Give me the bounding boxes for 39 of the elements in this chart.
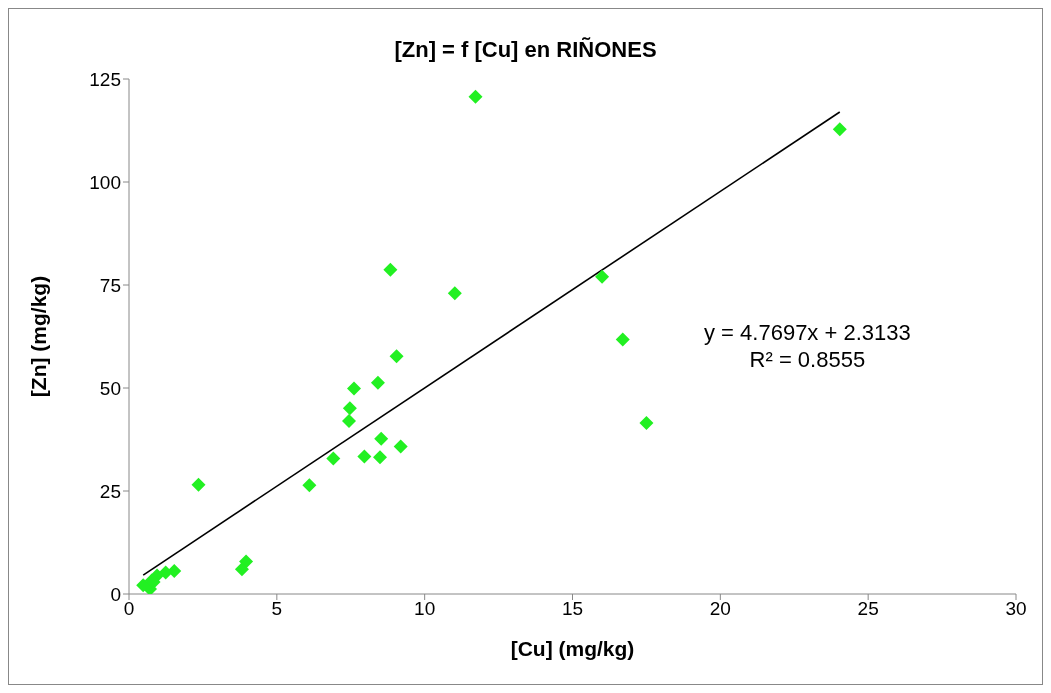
x-tick-label: 20 xyxy=(709,598,731,620)
point xyxy=(373,450,388,465)
point xyxy=(389,349,404,364)
point xyxy=(191,477,206,492)
x-tick-label: 10 xyxy=(414,598,436,620)
x-tick-label: 5 xyxy=(271,598,283,620)
point xyxy=(468,89,483,104)
point xyxy=(374,431,389,446)
point xyxy=(302,478,317,493)
annotation: R² = 0.8555 xyxy=(748,346,867,373)
point xyxy=(342,401,357,416)
point xyxy=(370,375,385,390)
point xyxy=(595,269,610,284)
y-axis-title: [Zn] (mg/kg) xyxy=(27,275,51,398)
y-tick-label: 25 xyxy=(99,480,121,502)
point xyxy=(347,381,361,396)
y-tick-label: 100 xyxy=(89,171,121,193)
point xyxy=(341,413,356,428)
y-tick-label: 0 xyxy=(110,583,121,605)
point xyxy=(639,416,654,431)
point xyxy=(615,332,630,347)
x-tick-label: 15 xyxy=(561,598,584,620)
point xyxy=(393,439,408,454)
point xyxy=(239,554,254,569)
point xyxy=(357,449,372,464)
x-tick-label: 0 xyxy=(123,598,135,620)
point xyxy=(326,451,341,466)
annotation: y = 4.7697x + 2.3133 xyxy=(704,319,911,346)
point xyxy=(832,122,847,137)
point xyxy=(447,286,462,301)
x-tick-label: 30 xyxy=(1005,598,1027,620)
x-tick-label: 25 xyxy=(857,598,879,620)
y-tick-label: 50 xyxy=(99,377,121,399)
point xyxy=(383,262,398,277)
x-axis-title: [Cu] (mg/kg) xyxy=(510,637,635,660)
point xyxy=(234,562,249,577)
chart-title: [Zn] = f [Cu] en RIÑONES xyxy=(393,37,658,63)
y-tick-label: 125 xyxy=(89,68,121,90)
y-tick-label: 75 xyxy=(99,274,121,296)
